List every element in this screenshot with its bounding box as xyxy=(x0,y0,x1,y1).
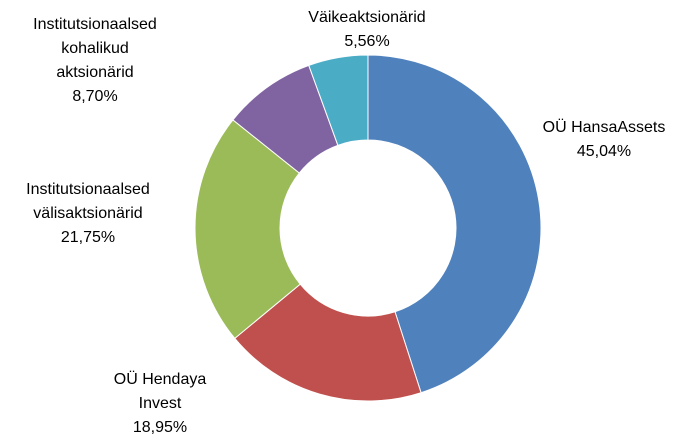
slice-label: Institutsionaalsed välisaktsionärid 21,75… xyxy=(3,178,173,250)
category-label: OÜ Hendaya Invest xyxy=(113,371,207,412)
slice-label: OÜ Hendaya Invest 18,95% xyxy=(105,368,215,439)
category-label: Institutsionaalsed kohalikud aktsionärid xyxy=(33,16,157,81)
slice-label: Institutsionaalsed kohalikud aktsionärid… xyxy=(25,13,165,109)
donut-slice xyxy=(308,54,369,146)
slice-label: OÜ HansaAssets 45,04% xyxy=(524,116,678,164)
value-label: 18,95% xyxy=(132,419,188,436)
value-label: 8,70% xyxy=(72,88,118,105)
donut-slice xyxy=(194,119,301,340)
category-label: Väikeaktsionärid xyxy=(308,9,426,26)
value-label: 45,04% xyxy=(576,143,632,160)
donut-slice xyxy=(234,283,422,402)
category-label: Institutsionaalsed välisaktsionärid xyxy=(26,181,150,222)
slice-label: Väikeaktsionärid 5,56% xyxy=(287,6,447,54)
value-label: 5,56% xyxy=(344,33,390,50)
category-label: OÜ HansaAssets xyxy=(542,119,666,136)
value-label: 21,75% xyxy=(60,229,116,246)
donut-slice xyxy=(367,54,542,394)
